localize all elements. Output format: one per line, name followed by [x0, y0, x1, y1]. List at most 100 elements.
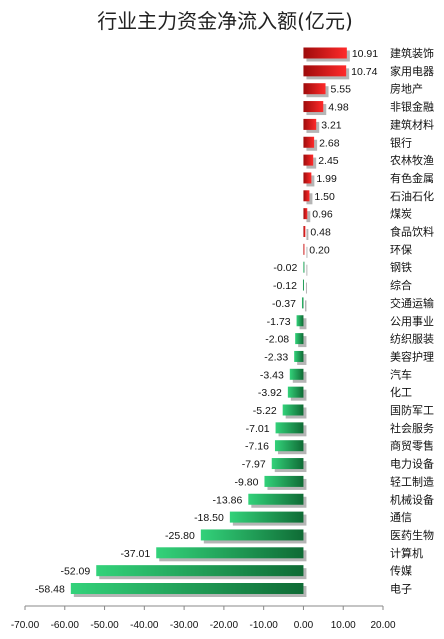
value-label: -18.50 [194, 512, 224, 524]
category-label: 电子 [390, 583, 412, 596]
category-label: 化工 [390, 385, 412, 399]
bar-30 [70, 583, 304, 594]
x-tick-label: 10.00 [331, 620, 356, 631]
value-label: 2.45 [318, 155, 339, 167]
bar-shadow [306, 246, 308, 258]
value-label: -2.33 [264, 351, 288, 363]
category-label: 通信 [390, 511, 412, 524]
value-label: -2.08 [265, 334, 289, 346]
value-label: 2.68 [319, 137, 340, 149]
value-label: -5.22 [253, 405, 277, 417]
value-label: 10.74 [351, 66, 377, 78]
bar-shadow [304, 300, 307, 312]
bar-2 [303, 83, 326, 95]
value-label: -9.80 [235, 476, 259, 488]
bar-22 [274, 440, 304, 452]
bar-shadow [306, 193, 313, 205]
category-label: 计算机 [390, 546, 423, 560]
value-label: 3.21 [321, 119, 342, 131]
category-label: 房地产 [390, 82, 423, 96]
value-label: -3.92 [258, 387, 282, 399]
category-label: 食品饮料 [390, 225, 434, 239]
bar-26 [229, 511, 304, 523]
x-tick-label: 20.00 [370, 620, 395, 631]
category-label: 商贸零售 [390, 439, 434, 453]
category-label: 汽车 [390, 367, 412, 381]
x-tick-label: 0.00 [294, 620, 314, 631]
value-label: 1.99 [316, 173, 337, 185]
value-label: -7.16 [245, 441, 269, 453]
bar-14 [301, 297, 304, 309]
bar-5 [303, 136, 315, 148]
value-label: 1.50 [314, 191, 335, 203]
bar-1 [303, 65, 347, 77]
x-tick-label: -30.00 [170, 620, 199, 631]
bar-0 [303, 47, 347, 59]
value-label: -52.09 [60, 566, 90, 578]
bar-21 [275, 422, 304, 434]
bar-9 [303, 208, 308, 220]
value-label: -25.80 [165, 530, 195, 542]
bar-18 [289, 368, 304, 380]
x-tick-label: -60.00 [51, 620, 80, 631]
category-label: 机械设备 [390, 492, 434, 506]
value-label: 0.96 [312, 209, 333, 221]
category-label: 农林牧渔 [390, 153, 434, 167]
x-tick-label: -40.00 [130, 620, 159, 631]
bar-11 [303, 243, 305, 255]
category-label: 家用电器 [390, 64, 434, 78]
bar-shadow [305, 282, 307, 294]
bar-4 [303, 118, 317, 130]
bar-8 [303, 190, 310, 202]
value-label: -7.01 [246, 423, 270, 435]
bar-13 [302, 279, 304, 291]
value-labels-layer: 10.91 10.74 5.55 4.98 3.21 2.68 2.45 1.99 1.50 0.… [35, 48, 378, 596]
value-label: -58.48 [35, 584, 65, 596]
bar-17 [294, 350, 304, 362]
category-label: 医药生物 [390, 528, 434, 542]
value-label: -0.12 [273, 280, 297, 292]
value-label: 4.98 [328, 102, 349, 114]
bar-3 [303, 101, 324, 113]
category-label: 轻工制造 [390, 474, 434, 488]
value-label: -37.01 [120, 548, 150, 560]
value-label: 0.20 [309, 244, 330, 256]
x-tick-label: -20.00 [210, 620, 239, 631]
value-label: -0.37 [272, 298, 296, 310]
value-label: 0.48 [310, 227, 331, 239]
bar-shadow [306, 211, 311, 223]
category-label: 煤炭 [390, 208, 412, 221]
value-label: -0.02 [273, 262, 297, 274]
category-label: 钢铁 [390, 261, 412, 274]
value-label: -7.97 [242, 459, 266, 471]
bar-15 [296, 315, 304, 327]
x-tick-label: -10.00 [249, 620, 278, 631]
bar-6 [303, 154, 314, 166]
category-label: 传媒 [390, 565, 412, 578]
category-label: 银行 [390, 135, 412, 149]
bar-shadow [306, 264, 308, 276]
value-label: 5.55 [331, 84, 352, 96]
bar-25 [248, 493, 304, 505]
category-label: 非银金融 [390, 100, 434, 114]
category-label: 综合 [390, 278, 412, 292]
bar-28 [156, 547, 304, 559]
category-label: 电力设备 [390, 457, 434, 471]
bar-10 [303, 226, 306, 237]
category-label: 公用事业 [390, 315, 434, 328]
x-tick-label: -50.00 [90, 620, 119, 631]
category-label: 石油石化 [390, 189, 434, 203]
category-label: 交通运输 [390, 296, 434, 310]
category-label: 建筑材料 [390, 117, 434, 131]
bars-layer [70, 47, 350, 597]
bar-23 [271, 458, 304, 470]
bar-16 [295, 333, 304, 345]
value-label: -1.73 [267, 316, 291, 328]
chart-title: 行业主力资金净流入额(亿元) [97, 9, 353, 33]
bar-19 [287, 386, 304, 398]
category-label: 社会服务 [390, 421, 434, 435]
bar-20 [282, 404, 304, 416]
value-label: -3.43 [260, 369, 284, 381]
category-label: 环保 [390, 242, 412, 256]
